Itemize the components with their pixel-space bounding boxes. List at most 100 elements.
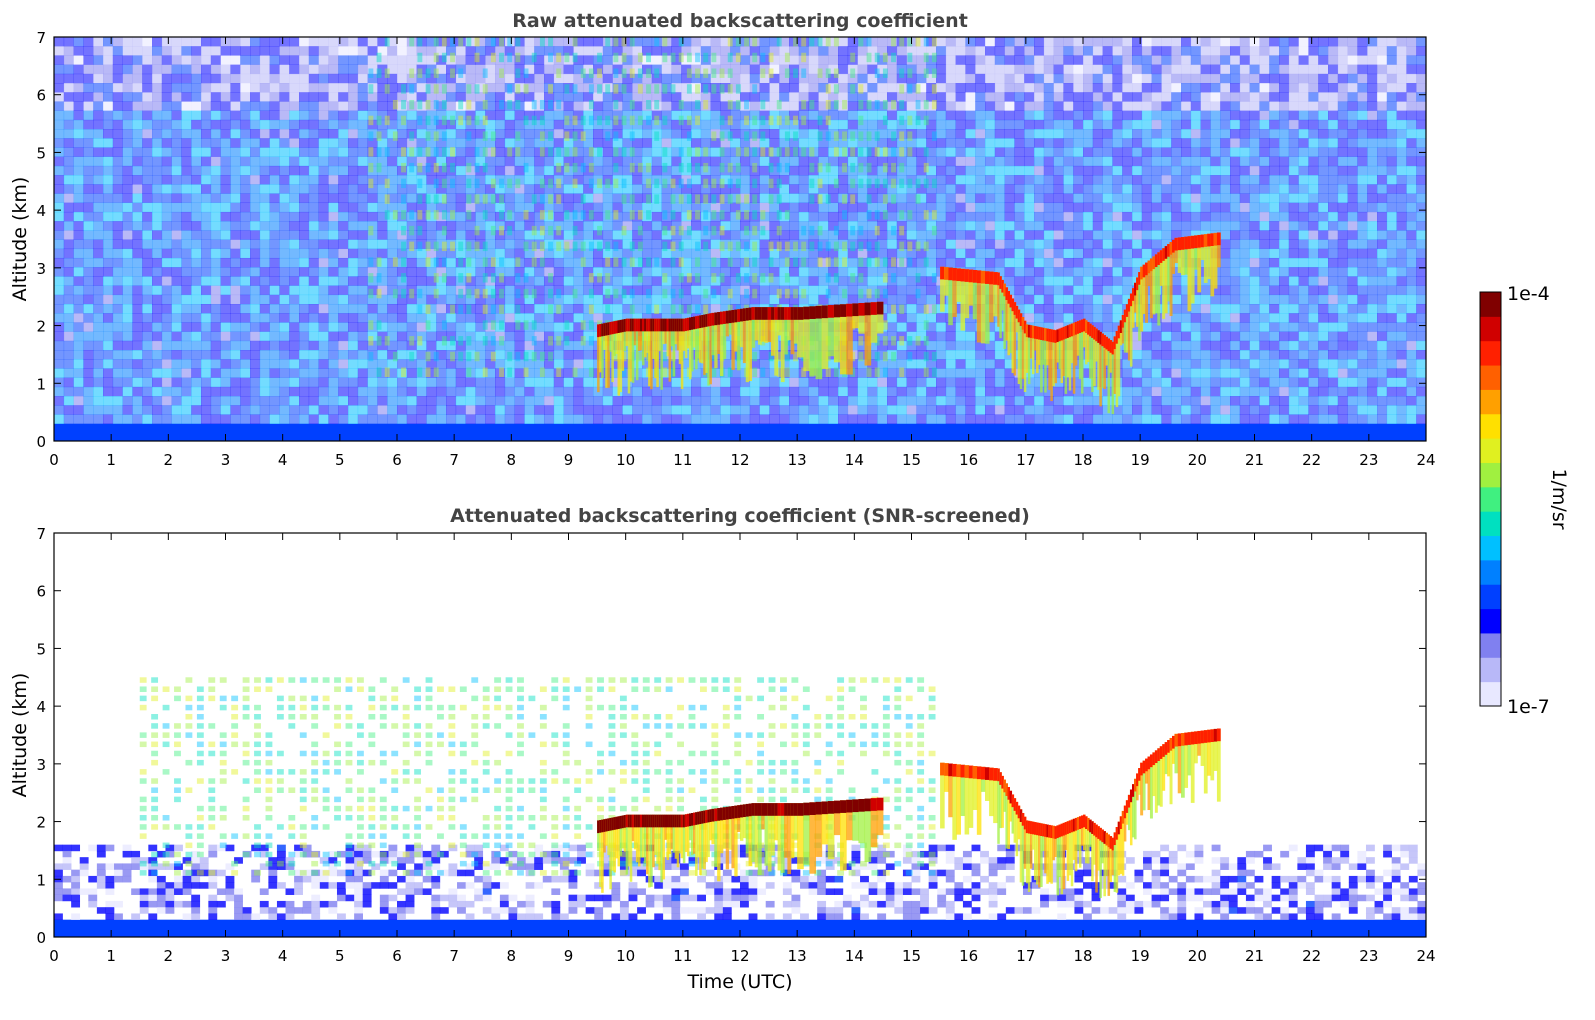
noise-cell [122, 230, 133, 240]
noise-cell [1034, 303, 1045, 314]
noise-cell [181, 303, 192, 314]
noise-cell [887, 276, 898, 286]
noise-cell [622, 101, 633, 111]
noise-cell [1132, 83, 1143, 93]
noise-cell [1024, 303, 1035, 314]
noise-cell [73, 350, 84, 360]
noise-cell [808, 386, 819, 397]
noise-cell [808, 138, 819, 148]
noise-cell [916, 303, 927, 314]
noise-cell [553, 396, 564, 406]
noise-cell [299, 248, 310, 259]
noise-cell [661, 64, 672, 75]
noise-cell [112, 46, 123, 56]
noise-cell [406, 46, 417, 56]
noise-cell [593, 129, 604, 139]
noise-cell [132, 414, 143, 424]
noise-cell [54, 138, 65, 148]
noise-cell [367, 340, 378, 351]
noise-cell [465, 239, 476, 250]
noise-cell [122, 294, 133, 305]
noise-cell [906, 101, 917, 111]
noise-cell [1043, 303, 1054, 314]
noise-cell [936, 92, 947, 102]
noise-cell [210, 386, 221, 397]
noise-cell [573, 230, 584, 240]
noise-cell [593, 110, 604, 121]
noise-cell [348, 322, 359, 332]
noise-cell [387, 46, 398, 56]
noise-cell [63, 368, 74, 378]
noise-cell [642, 313, 653, 323]
noise-cell [1132, 119, 1143, 130]
noise-cell [299, 110, 310, 121]
noise-cell [1083, 303, 1094, 314]
noise-cell [798, 92, 809, 102]
noise-cell [759, 221, 770, 231]
noise-cell [994, 414, 1005, 424]
noise-cell [112, 359, 123, 369]
noise-cell [142, 46, 153, 56]
noise-cell [1141, 350, 1152, 360]
noise-cell [328, 147, 339, 157]
noise-cell [1112, 230, 1123, 240]
noise-cell [210, 414, 221, 424]
noise-cell [259, 37, 270, 47]
noise-cell [671, 359, 682, 369]
noise-cell [455, 129, 466, 139]
noise-cell [945, 184, 956, 194]
noise-cell [299, 285, 310, 296]
noise-cell [1053, 368, 1064, 378]
noise-cell [887, 221, 898, 231]
noise-cell [1190, 359, 1201, 369]
noise-cell [779, 239, 790, 250]
noise-cell [1190, 267, 1201, 277]
noise-cell [269, 193, 280, 204]
noise-cell [651, 147, 662, 157]
noise-cell [289, 350, 300, 360]
noise-cell [475, 359, 486, 369]
noise-cell [112, 138, 123, 148]
noise-cell [838, 377, 849, 388]
noise-cell [406, 294, 417, 305]
noise-cell [524, 211, 535, 222]
noise-cell [1112, 239, 1123, 250]
noise-cell [171, 193, 182, 204]
noise-cell [171, 156, 182, 167]
noise-cell [1200, 285, 1211, 296]
noise-cell [1112, 202, 1123, 213]
noise-cell [534, 303, 545, 314]
noise-cell [103, 248, 114, 259]
noise-cell [455, 165, 466, 176]
noise-cell [1024, 119, 1035, 130]
noise-cell [730, 55, 741, 65]
noise-cell [387, 276, 398, 286]
noise-cell [122, 101, 133, 111]
noise-cell [455, 396, 466, 406]
noise-cell [465, 110, 476, 121]
noise-cell [1063, 101, 1074, 111]
noise-cell [1092, 313, 1103, 323]
noise-cell [1161, 331, 1172, 342]
noise-cell [1190, 396, 1201, 406]
noise-cell [602, 64, 613, 75]
noise-cell [220, 46, 231, 56]
noise-cell [1102, 294, 1113, 305]
noise-cell [769, 110, 780, 121]
noise-cell [1053, 138, 1064, 148]
noise-cell [181, 37, 192, 47]
noise-cell [1161, 340, 1172, 351]
noise-cell [455, 221, 466, 231]
noise-cell [495, 165, 506, 176]
noise-cell [749, 285, 760, 296]
noise-cell [808, 37, 819, 47]
noise-cell [279, 322, 290, 332]
noise-cell [730, 101, 741, 111]
noise-cell [367, 64, 378, 75]
noise-cell [661, 175, 672, 185]
noise-cell [181, 386, 192, 397]
noise-cell [1181, 110, 1192, 121]
noise-cell [877, 230, 888, 240]
noise-cell [828, 175, 839, 185]
noise-cell [936, 414, 947, 424]
